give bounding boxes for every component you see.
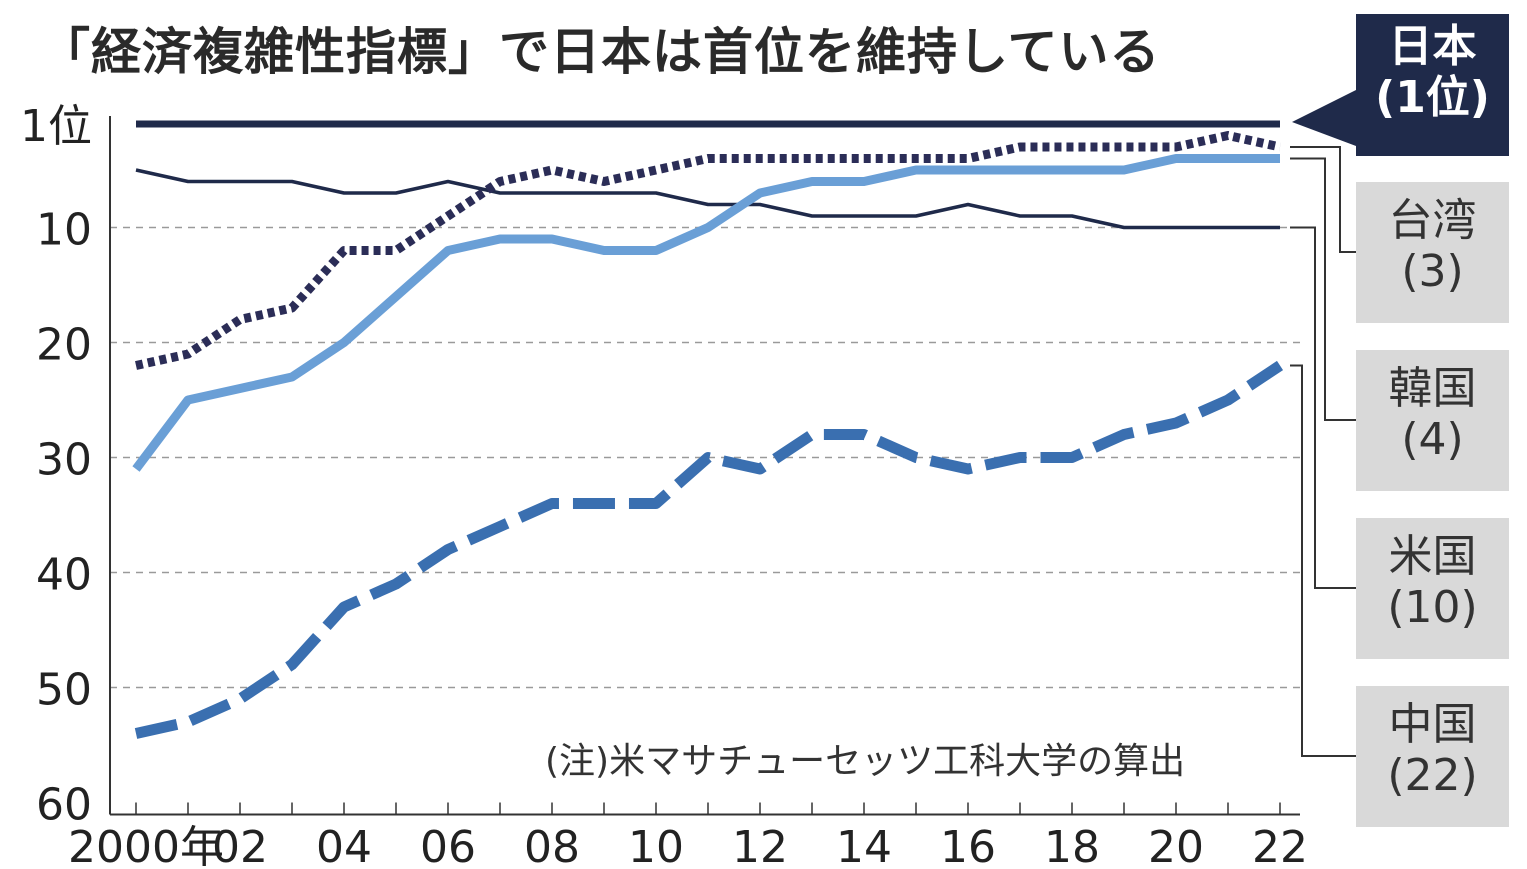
x-tick-label-2010: 10 — [628, 822, 684, 869]
x-tick-label-2002: 02 — [212, 822, 268, 869]
legend-japan-name: 日本 — [1388, 21, 1477, 72]
x-tick-label-2020: 20 — [1148, 822, 1204, 869]
y-tick-label-20: 20 — [36, 320, 92, 371]
legend-china: 中国 (22) — [1356, 686, 1509, 827]
legend-china-rank: (22) — [1387, 749, 1478, 801]
legend-connector-taiwan — [1290, 146, 1356, 253]
x-tick-label-2022: 22 — [1252, 822, 1308, 869]
legend-pointer-japan — [1292, 90, 1356, 146]
x-tick-label-2018: 18 — [1044, 822, 1100, 869]
legend-usa-rank: (10) — [1387, 581, 1478, 633]
x-tick-label-2004: 04 — [316, 822, 372, 869]
series-lines — [132, 120, 1284, 739]
y-tick-label-50: 50 — [36, 665, 92, 716]
x-tick-label-2000: 2000年 — [68, 822, 224, 869]
legend-usa: 米国 (10) — [1356, 518, 1509, 659]
y-tick-label-40: 40 — [36, 550, 92, 601]
legend-japan: 日本 (1位) — [1356, 14, 1509, 156]
series-line-taiwan — [135, 131, 1281, 370]
legend-korea-rank: (4) — [1401, 413, 1464, 465]
legend-connector-usa — [1290, 226, 1356, 589]
legend-korea-name: 韓国 — [1388, 363, 1477, 414]
series-line-usa — [135, 168, 1280, 230]
legend-connector-korea — [1290, 157, 1356, 421]
legend-connector-china — [1290, 364, 1356, 757]
y-tick-label-1: 1位 — [20, 101, 92, 152]
legend-taiwan: 台湾 (3) — [1356, 182, 1509, 323]
legend-china-name: 中国 — [1388, 699, 1477, 750]
legend-taiwan-name: 台湾 — [1388, 195, 1477, 246]
source-note: (注)米マサチューセッツ工科大学の算出 — [545, 741, 1186, 782]
grid-lines — [110, 226, 1300, 689]
x-tick-label-2014: 14 — [836, 822, 892, 869]
series-line-korea — [132, 154, 1280, 472]
legend-taiwan-rank: (3) — [1401, 245, 1464, 297]
chart-title: 「経済複雑性指標」で日本は首位を維持している — [40, 23, 1161, 81]
x-tick-label-2016: 16 — [940, 822, 996, 869]
legend-korea: 韓国 (4) — [1356, 350, 1509, 491]
y-tick-label-10: 10 — [36, 205, 92, 256]
x-tick-label-2008: 08 — [524, 822, 580, 869]
legend-usa-name: 米国 — [1388, 531, 1477, 582]
y-tick-label-60: 60 — [36, 780, 92, 831]
x-tick-label-2012: 12 — [732, 822, 788, 869]
legend-japan-rank: (1位) — [1375, 71, 1490, 123]
y-tick-label-30: 30 — [36, 435, 92, 486]
legend-connectors — [1290, 90, 1356, 757]
x-tick-label-2006: 06 — [420, 822, 476, 869]
series-line-china — [134, 360, 1284, 739]
axes — [109, 116, 1300, 816]
